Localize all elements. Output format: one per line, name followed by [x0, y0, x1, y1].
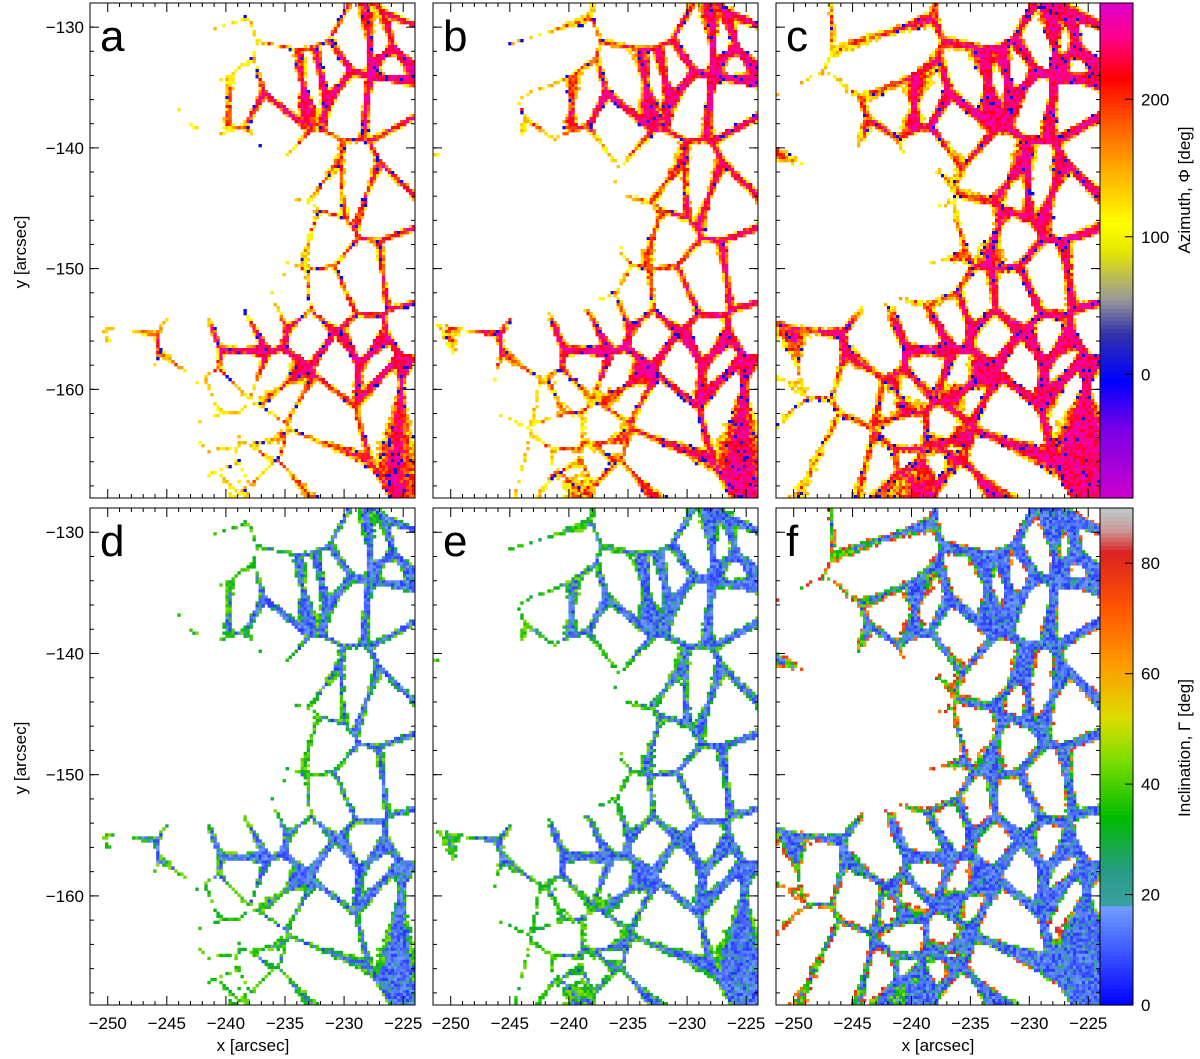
- y-axis-title-bottom: y [arcsec]: [11, 722, 30, 795]
- panel-e-pixels: [433, 508, 759, 1006]
- panel-e-xtick-label: −240: [550, 1014, 588, 1033]
- x-axis-title-right: x [arcsec]: [902, 1036, 975, 1055]
- panel-e: e −250 −245 −240 −235 −230 −225: [432, 507, 765, 1033]
- panel-e-xtick-label: −245: [491, 1014, 529, 1033]
- panel-a-frame: [89, 2, 416, 499]
- x-axis-title-left: x [arcsec]: [217, 1036, 290, 1055]
- colorbar-tick-label: 0: [1141, 365, 1150, 384]
- panel-e-xtick-label: −250: [432, 1014, 470, 1033]
- panel-d-xtick-label: −250: [89, 1014, 127, 1033]
- panel-f-xtick-label: −235: [951, 1014, 989, 1033]
- panel-a-ytick-label: −130: [46, 18, 84, 37]
- azimuth-colorbar-gradient: [1100, 3, 1133, 499]
- colorbar-tick-label: 200: [1141, 90, 1169, 109]
- panel-d-xtick-label: −230: [325, 1014, 363, 1033]
- azimuth-colorbar-label: Azimuth, Φ [deg]: [1175, 127, 1194, 254]
- panel-d-pixels: [102, 508, 416, 1006]
- panel-f-xtick-label: −225: [1069, 1014, 1107, 1033]
- panel-c: c: [775, 2, 1101, 499]
- inclination-colorbar-gradient: [1100, 508, 1133, 1006]
- panel-d-ytick-label: −150: [46, 766, 84, 785]
- panel-b: b: [432, 2, 759, 499]
- panel-c-letter: c: [786, 12, 808, 61]
- colorbar-tick-label: 40: [1141, 775, 1160, 794]
- panel-e-letter: e: [443, 517, 467, 566]
- panel-f-pixels: [776, 508, 1101, 1006]
- panel-a-letter: a: [100, 12, 125, 61]
- inclination-colorbar-label: Inclination, Γ [deg]: [1175, 679, 1194, 817]
- panel-a-ytick-label: −140: [46, 139, 84, 158]
- azimuth-colorbar-frame: [1099, 2, 1134, 499]
- panel-a-pixels: [102, 3, 416, 499]
- panel-d-ytick-label: −140: [46, 644, 84, 663]
- panel-a-ytick-label: −160: [46, 380, 84, 399]
- panel-f-xtick-label: −250: [775, 1014, 813, 1033]
- panel-f-xtick-label: −230: [1010, 1014, 1048, 1033]
- inclination-colorbar-frame: [1099, 507, 1134, 1006]
- azimuth-colorbar: 0 100 200: [1099, 2, 1169, 499]
- panel-d-ytick-label: −130: [46, 523, 84, 542]
- panel-d-xtick-label: −235: [266, 1014, 304, 1033]
- panel-e-xtick-label: −235: [609, 1014, 647, 1033]
- panel-a-ytick-label: −150: [46, 260, 84, 279]
- panel-b-frame: [432, 2, 759, 499]
- panel-d-frame: [89, 507, 416, 1006]
- panel-d-xtick-label: −245: [148, 1014, 186, 1033]
- colorbar-tick-label: 80: [1141, 554, 1160, 573]
- colorbars-layer: 0 100 200 0 20 40 60 80: [1099, 2, 1169, 1015]
- panel-e-xtick-label: −225: [727, 1014, 765, 1033]
- colorbar-tick-label: 60: [1141, 665, 1160, 684]
- inclination-colorbar: 0 20 40 60 80: [1099, 507, 1160, 1015]
- panel-d: d −250 −245 −240 −235 −230 −225 −130 −140 −150 −16…: [46, 507, 422, 1033]
- panel-a: a −130 −140 −150 −160: [46, 2, 416, 499]
- panel-d-ytick-label: −160: [46, 887, 84, 906]
- panel-f-xtick-label: −240: [892, 1014, 930, 1033]
- panel-f-xtick-label: −245: [833, 1014, 871, 1033]
- panel-b-pixels: [433, 3, 759, 499]
- panel-f-letter: f: [786, 517, 799, 566]
- panel-d-letter: d: [100, 517, 124, 566]
- colorbar-tick-label: 0: [1141, 996, 1150, 1015]
- colorbar-tick-label: 20: [1141, 886, 1160, 905]
- panel-e-xtick-label: −230: [668, 1014, 706, 1033]
- panel-e-frame: [432, 507, 759, 1006]
- labels-layer: y [arcsec] y [arcsec] x [arcsec] x [arcs…: [11, 127, 1194, 1055]
- y-axis-title-top: y [arcsec]: [11, 216, 30, 289]
- panel-b-letter: b: [443, 12, 467, 61]
- panel-f: f −250 −245 −240 −235 −230 −225: [775, 507, 1107, 1033]
- panel-c-pixels: [776, 3, 1101, 499]
- colorbar-tick-label: 100: [1141, 228, 1169, 247]
- panel-d-xtick-label: −225: [384, 1014, 422, 1033]
- panels-layer: a −130 −140 −150 −160 b c d −250 −245 −240 −235 −230…: [46, 2, 1107, 1033]
- panel-d-xtick-label: −240: [207, 1014, 245, 1033]
